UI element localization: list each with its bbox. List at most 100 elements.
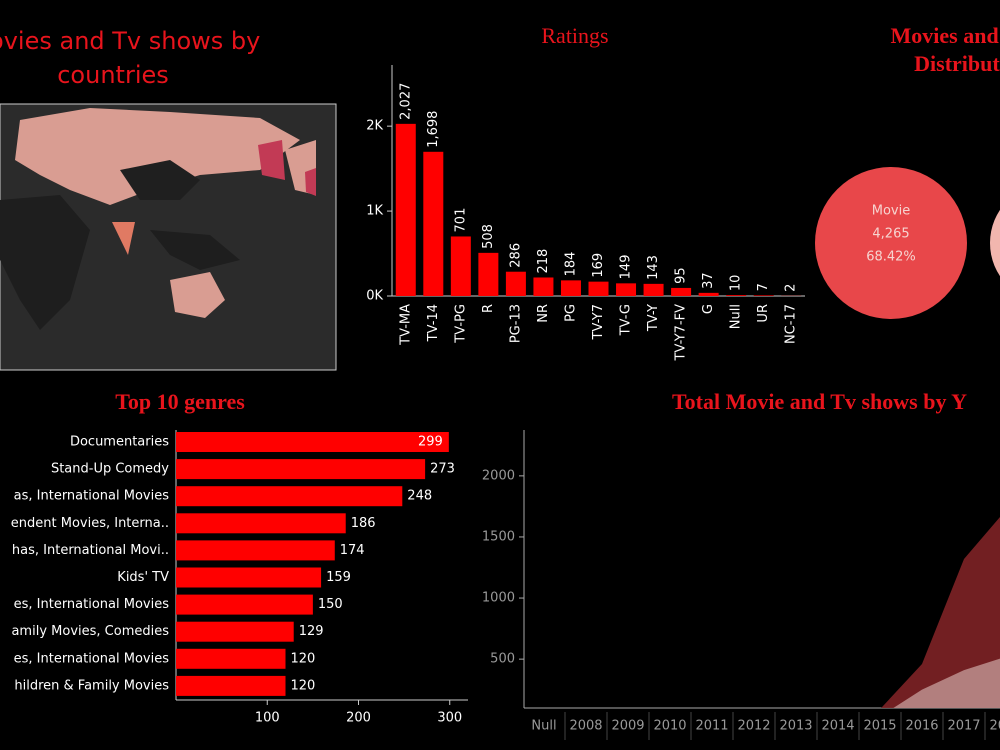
x-tick-label: Null <box>531 719 556 734</box>
y-tick-label: es, International Movies <box>14 651 170 666</box>
y-tick-label: es, International Movies <box>14 597 170 612</box>
bubble <box>815 167 967 319</box>
x-tick-label: TV-Y7 <box>591 304 606 340</box>
value-label: 159 <box>326 570 351 585</box>
bar <box>176 621 294 642</box>
bar <box>533 277 554 296</box>
chart-title: Total Movie and Tv shows by Y <box>672 389 967 414</box>
y-tick-label: 1500 <box>482 529 515 544</box>
chart-title: Ratings <box>541 23 608 48</box>
bar <box>176 513 346 534</box>
y-tick-label: hildren & Family Movies <box>14 678 169 693</box>
x-tick-label: PG <box>563 304 578 322</box>
x-tick-label: NR <box>536 304 551 323</box>
x-tick-label: NC-17 <box>784 304 799 344</box>
bar <box>726 295 747 296</box>
y-tick-label: has, International Movi.. <box>12 543 169 558</box>
map-region <box>15 108 300 205</box>
y-tick-label: 500 <box>490 652 515 667</box>
bar <box>423 151 444 296</box>
x-tick-label: PG-13 <box>508 304 523 343</box>
x-tick-label: TV-14 <box>426 304 441 342</box>
y-tick-label: 2000 <box>482 468 515 483</box>
x-tick-label: 2016 <box>905 719 938 734</box>
x-tick-label: 100 <box>255 711 280 726</box>
bar <box>450 236 471 296</box>
value-label: 129 <box>299 624 324 639</box>
chart-title: Distributi <box>914 51 1000 76</box>
x-tick-label: 2018 <box>989 719 1000 734</box>
value-label: 286 <box>508 243 523 268</box>
bubble-value: 4,265 <box>872 227 909 242</box>
bar <box>643 283 664 296</box>
bubble-label: Movie <box>872 204 910 219</box>
value-label: 174 <box>340 543 365 558</box>
value-label: 273 <box>430 462 455 477</box>
y-tick-label: Documentaries <box>70 435 169 450</box>
value-label: 299 <box>418 435 443 450</box>
area <box>544 658 1000 708</box>
x-tick-label: Null <box>729 304 744 329</box>
bar <box>176 675 286 696</box>
bar <box>616 283 637 296</box>
value-label: 169 <box>591 253 606 278</box>
bar <box>176 540 335 561</box>
value-label: 248 <box>407 489 432 504</box>
y-tick-label: 2K <box>366 119 383 134</box>
value-label: 143 <box>646 255 661 280</box>
x-tick-label: 2009 <box>611 719 644 734</box>
map-region <box>150 230 240 270</box>
value-label: 2,027 <box>398 83 413 120</box>
y-tick-label: amily Movies, Comedies <box>11 624 169 639</box>
x-tick-label: 2008 <box>569 719 602 734</box>
map-region <box>112 222 135 255</box>
map <box>0 103 337 371</box>
x-tick-label: UR <box>756 304 771 323</box>
bar <box>176 459 426 480</box>
chart-title: countries <box>57 61 169 89</box>
area-plot <box>544 517 1000 708</box>
x-tick-label: TV-G <box>619 304 634 336</box>
x-tick-label: R <box>481 304 496 313</box>
value-label: 37 <box>701 272 716 289</box>
map-region <box>120 160 200 200</box>
bar <box>176 648 286 669</box>
x-tick-label: 2015 <box>863 719 896 734</box>
bubble-cropped <box>990 209 1000 277</box>
value-label: 508 <box>481 224 496 249</box>
bar <box>671 287 692 296</box>
bar <box>176 567 322 588</box>
y-tick-label: endent Movies, Interna.. <box>11 516 169 531</box>
x-tick-label: G <box>701 304 716 314</box>
x-tick-label: 2014 <box>821 719 854 734</box>
value-label: 218 <box>536 249 551 274</box>
y-tick-label: as, International Movies <box>14 489 170 504</box>
map-region <box>170 272 225 318</box>
x-tick-label: TV-Y7-FV <box>674 304 689 362</box>
x-tick-label: 2010 <box>653 719 686 734</box>
x-tick-label: 2017 <box>947 719 980 734</box>
bar <box>560 280 581 296</box>
value-label: 1,698 <box>426 111 441 148</box>
value-label: 120 <box>291 651 316 666</box>
bar <box>176 486 403 507</box>
x-tick-label: 300 <box>437 711 462 726</box>
y-tick-label: Stand-Up Comedy <box>51 462 169 477</box>
bar <box>505 271 526 296</box>
y-tick-label: Kids' TV <box>117 570 169 585</box>
bar <box>176 594 313 615</box>
value-label: 120 <box>291 678 316 693</box>
map-region <box>258 140 285 180</box>
bar <box>176 432 449 452</box>
bar <box>753 295 774 296</box>
map-region <box>305 168 316 196</box>
y-tick-label: 1000 <box>482 591 515 606</box>
chart-title: movies and Tv shows by <box>0 27 260 55</box>
value-label: 184 <box>563 252 578 277</box>
bar <box>588 281 609 296</box>
bar <box>395 123 416 297</box>
x-tick-label: 200 <box>346 711 371 726</box>
bar <box>698 292 719 296</box>
bubble-share: 68.42% <box>866 250 916 265</box>
